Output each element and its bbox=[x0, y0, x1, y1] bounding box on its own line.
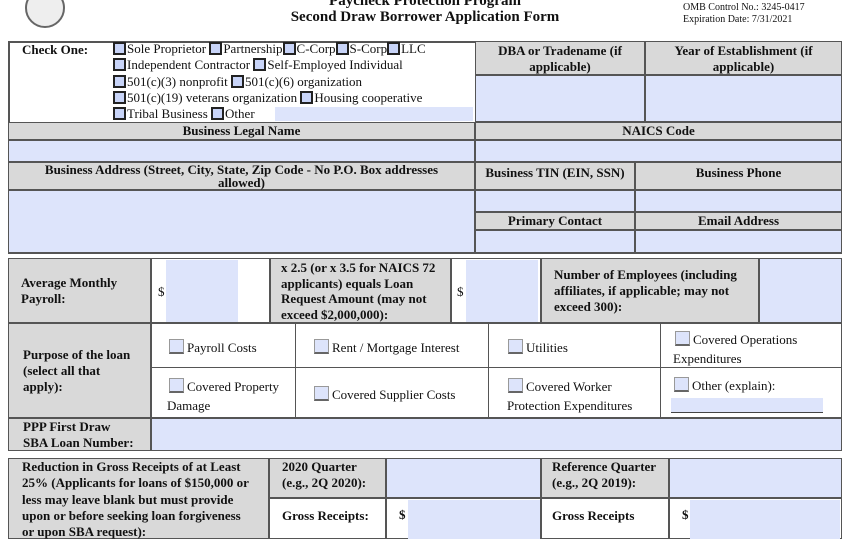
form-title: Paycheck Protection Program bbox=[329, 0, 521, 9]
loan-amount-input[interactable] bbox=[466, 260, 538, 322]
checkbox-supplier-costs[interactable]: Covered Supplier Costs bbox=[314, 386, 456, 403]
expiration-date: Expiration Date: 7/31/2021 bbox=[683, 14, 793, 25]
checkbox-self-employed[interactable]: Self-Employed Individual bbox=[253, 57, 403, 72]
dollar-sign: $ bbox=[399, 507, 406, 522]
checkbox-covered-operations[interactable]: Covered Operations Expenditures bbox=[673, 331, 798, 366]
reference-quarter-label: Reference Quarter (e.g., 2Q 2019): bbox=[541, 458, 669, 498]
quarter-2020-label: 2020 Quarter (e.g., 2Q 2020): bbox=[269, 458, 386, 498]
checkbox-rent-mortgage[interactable]: Rent / Mortgage Interest bbox=[314, 339, 459, 356]
dollar-sign: $ bbox=[158, 284, 165, 299]
phone-input[interactable] bbox=[635, 190, 842, 212]
quarter-2020-input[interactable] bbox=[386, 458, 541, 498]
checkbox-other-purpose[interactable]: Other (explain): bbox=[674, 377, 775, 394]
check-one-label: Check One: bbox=[22, 42, 89, 57]
dba-header: DBA or Tradename (if applicable) bbox=[475, 41, 645, 75]
checkbox-501c3[interactable]: 501(c)(3) nonprofit bbox=[113, 74, 228, 89]
legal-name-header: Business Legal Name bbox=[8, 122, 475, 140]
dollar-sign: $ bbox=[457, 284, 464, 299]
omb-control: OMB Control No.: 3245-0417 bbox=[683, 2, 805, 13]
avg-payroll-cell bbox=[151, 258, 270, 323]
ppp-loan-number-input[interactable] bbox=[151, 418, 842, 451]
avg-payroll-input[interactable] bbox=[166, 260, 238, 322]
employees-input[interactable] bbox=[759, 258, 842, 323]
purpose-grid bbox=[151, 323, 842, 418]
checkbox-partnership[interactable]: Partnership bbox=[209, 41, 283, 56]
checkbox-utilities[interactable]: Utilities bbox=[508, 339, 568, 356]
checkbox-other[interactable]: Other bbox=[211, 106, 255, 121]
reduction-label: Reduction in Gross Receipts of at Least … bbox=[8, 458, 269, 539]
dollar-sign: $ bbox=[682, 507, 689, 522]
reference-quarter-input[interactable] bbox=[669, 458, 842, 498]
tin-input[interactable] bbox=[475, 190, 635, 212]
employees-label: Number of Employees (including affiliate… bbox=[541, 258, 759, 323]
form-subtitle: Second Draw Borrower Application Form bbox=[290, 9, 560, 25]
checkbox-501c6[interactable]: 501(c)(6) organization bbox=[230, 74, 362, 89]
sba-seal-logo bbox=[25, 0, 65, 28]
checkbox-property-damage[interactable]: Covered Property Damage bbox=[167, 378, 280, 413]
checkbox-501c19[interactable]: 501(c)(19) veterans organization bbox=[113, 90, 297, 105]
address-header: Business Address (Street, City, State, Z… bbox=[8, 162, 475, 190]
checkbox-sole-proprietor[interactable]: Sole Proprietor bbox=[113, 41, 206, 56]
phone-header: Business Phone bbox=[635, 162, 842, 190]
loan-multiplier-label: x 2.5 (or x 3.5 for NAICS 72 applicants)… bbox=[270, 258, 451, 323]
checkbox-worker-protection[interactable]: Covered Worker Protection Expenditures bbox=[507, 378, 633, 413]
gross-receipts-2020-label: Gross Receipts: bbox=[269, 498, 386, 539]
purpose-label: Purpose of the loan (select all that app… bbox=[8, 323, 151, 418]
loan-amount-cell bbox=[451, 258, 541, 323]
contact-input[interactable] bbox=[475, 230, 635, 253]
checkbox-s-corp[interactable]: S-Corp bbox=[335, 41, 387, 56]
gross-receipts-reference-label: Gross Receipts bbox=[541, 498, 669, 539]
avg-payroll-label: Average Monthly Payroll: bbox=[8, 258, 151, 323]
contact-header: Primary Contact bbox=[475, 212, 635, 230]
checkbox-payroll-costs[interactable]: Payroll Costs bbox=[169, 339, 257, 356]
email-header: Email Address bbox=[635, 212, 842, 230]
checkbox-independent-contractor[interactable]: Independent Contractor bbox=[113, 57, 250, 72]
naics-header: NAICS Code bbox=[475, 122, 842, 140]
dba-input[interactable] bbox=[475, 75, 645, 122]
email-input[interactable] bbox=[635, 230, 842, 253]
address-input[interactable] bbox=[8, 190, 475, 253]
tin-header: Business TIN (EIN, SSN) bbox=[475, 162, 635, 190]
year-input[interactable] bbox=[645, 75, 842, 122]
entity-type-options: Sole Proprietor Partnership C-Corp S-Corp L… bbox=[113, 41, 475, 122]
checkbox-housing-cooperative[interactable]: Housing cooperative bbox=[300, 90, 422, 105]
gross-receipts-reference-input[interactable] bbox=[690, 500, 840, 539]
other-purpose-input[interactable] bbox=[671, 398, 823, 413]
ppp-loan-number-label: PPP First Draw SBA Loan Number: bbox=[8, 418, 151, 451]
gross-receipts-2020-input[interactable] bbox=[408, 500, 540, 539]
year-header: Year of Establishment (if applicable) bbox=[645, 41, 842, 75]
naics-input[interactable] bbox=[475, 140, 842, 162]
legal-name-input[interactable] bbox=[8, 140, 475, 162]
other-entity-input[interactable] bbox=[275, 107, 473, 121]
checkbox-tribal-business[interactable]: Tribal Business bbox=[113, 106, 208, 121]
checkbox-c-corp[interactable]: C-Corp bbox=[282, 41, 336, 56]
checkbox-llc[interactable]: LLC bbox=[387, 41, 426, 56]
